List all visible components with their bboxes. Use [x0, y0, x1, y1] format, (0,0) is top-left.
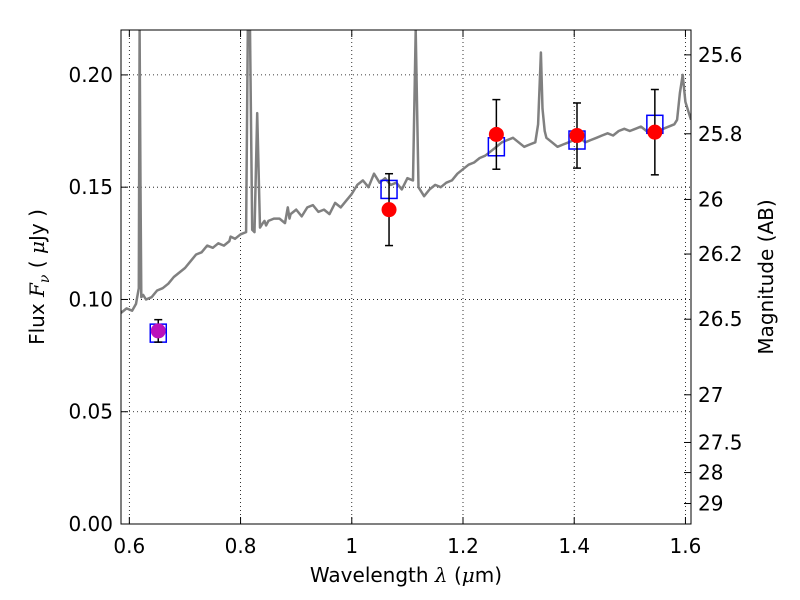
mag-tick-label: 27.5: [698, 430, 743, 454]
x-tick-label: 1.4: [558, 534, 590, 558]
x-axis-mu: μ: [462, 563, 475, 587]
y-axis-label: Flux Fν ( μJy ): [25, 209, 53, 345]
mag-tick-label: 26: [698, 187, 723, 211]
y-axis-fnu: F: [25, 282, 49, 298]
observed-photometry-point: [488, 126, 504, 142]
x-axis-label: Wavelength λ (μm): [310, 563, 502, 587]
y-axis-unit: Jy ): [25, 209, 49, 243]
y-tick-label: 0.20: [68, 63, 113, 87]
spectrum-line: [121, 30, 691, 314]
y-axis-label-text: Flux: [25, 297, 49, 345]
y-axis-nu: ν: [37, 274, 53, 283]
y-tick-label: 0.05: [68, 400, 113, 424]
axis-ticks: 0.6 0.8 1 1.2 1.4 1.6 0.00 0.05 0.10 0.15 0.20 25.6…: [68, 30, 743, 558]
x-tick-label: 1: [345, 534, 358, 558]
mag-tick-label: 26.5: [698, 307, 743, 331]
y-axis-paren: (: [25, 254, 49, 275]
x-axis-lambda: λ: [434, 563, 454, 587]
y-tick-label: 0.10: [68, 287, 113, 311]
mag-tick-label: 26.2: [698, 242, 743, 266]
y-axis-mu: μ: [25, 241, 49, 254]
observed-photometry-point: [150, 323, 166, 339]
mag-tick-label: 29: [698, 492, 723, 516]
axes-frame: [120, 29, 692, 525]
x-tick-label: 1.6: [670, 534, 702, 558]
y-tick-label: 0.15: [68, 175, 113, 199]
x-tick-label: 0.8: [225, 534, 257, 558]
x-tick-label: 0.6: [113, 534, 145, 558]
mag-tick-label: 25.8: [698, 122, 743, 146]
x-axis-label-text: Wavelength: [310, 563, 435, 587]
y2-axis-label: Magnitude (AB): [754, 199, 778, 354]
x-tick-label: 1.2: [447, 534, 479, 558]
x-axis-unit-m: m): [475, 563, 502, 587]
observed-photometry-point: [647, 124, 663, 140]
observed-photometry-point: [569, 128, 585, 144]
plot-area: [121, 30, 691, 343]
mag-tick-label: 25.6: [698, 43, 743, 67]
x-axis-unit: (: [454, 563, 462, 587]
mag-tick-label: 28: [698, 461, 723, 485]
mag-tick-label: 27: [698, 383, 723, 407]
y-tick-label: 0.00: [68, 512, 113, 536]
observed-photometry-point: [381, 202, 397, 218]
